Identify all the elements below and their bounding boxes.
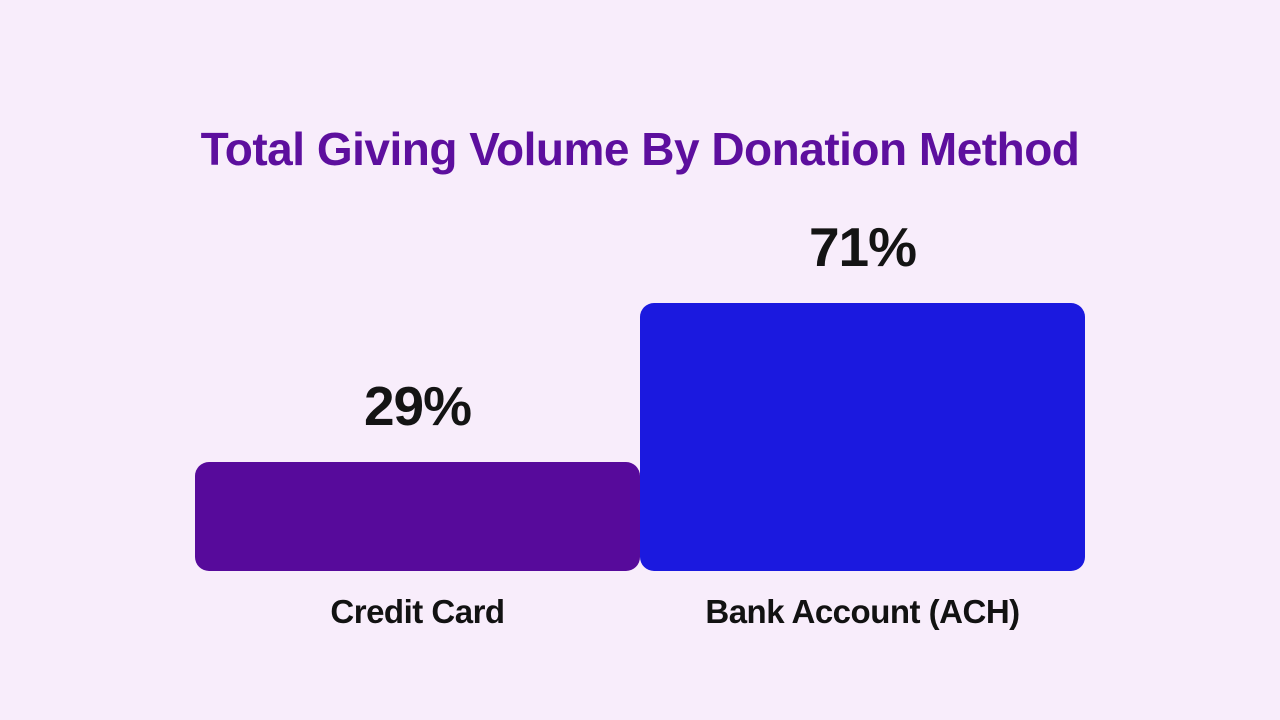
category-label-credit-card: Credit Card [330,593,505,630]
category-label-bank-account-ach: Bank Account (ACH) [705,593,1020,630]
value-label-credit-card: 29% [363,375,472,437]
bar-group-bank-account-ach: 71% Bank Account (ACH) [640,0,1085,630]
bar-credit-card [195,462,640,571]
value-label-bank-account-ach: 71% [808,216,917,278]
chart-title: Total Giving Volume By Donation Method [200,123,1080,175]
bar-bank-account-ach [640,303,1085,571]
bar-group-credit-card: 29% Credit Card [195,0,640,630]
